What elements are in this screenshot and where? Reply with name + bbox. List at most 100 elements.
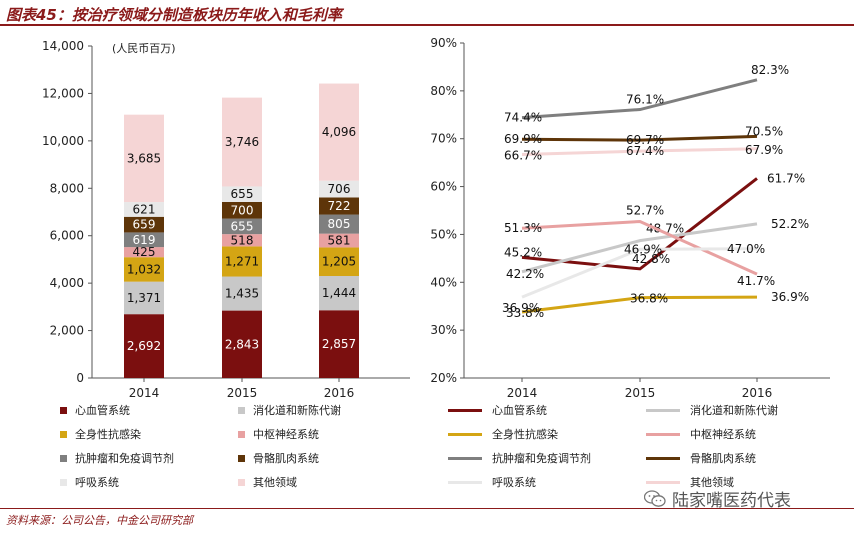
legend-label: 抗肿瘤和免疫调节剂: [75, 452, 174, 465]
source-note: 资料来源：公司公告，中金公司研究部: [6, 514, 193, 527]
bar-legend-item-digestive: 消化道和新陈代谢: [238, 402, 341, 418]
line-legend-item-respiratory: 呼吸系统: [448, 474, 536, 490]
legend-label: 骨骼肌肉系统: [253, 452, 319, 465]
y-tick-label: 20%: [430, 371, 457, 385]
line-label-digestive: 42.2%: [506, 267, 544, 281]
line-label-cns: 41.7%: [737, 274, 775, 288]
line-label-digestive: 52.2%: [771, 217, 809, 231]
y-tick-label: 8,000: [50, 181, 84, 195]
line-legend-item-digestive: 消化道和新陈代谢: [646, 402, 778, 418]
y-tick-label: 40%: [430, 275, 457, 289]
x-tick-label: 2016: [324, 386, 355, 400]
bar-segment-anti_infect: [222, 246, 262, 277]
bar-segment-anti_infect: [124, 257, 164, 282]
line-series-respiratory: [521, 247, 758, 299]
title-rule: [0, 24, 854, 26]
legend-label: 骨骼肌肉系统: [690, 452, 756, 465]
bar-label-cardio: 2,692: [127, 339, 161, 353]
bar-segment-anti_infect: [319, 247, 359, 277]
line-label-respiratory: 46.9%: [624, 242, 662, 256]
y-tick-label: 60%: [430, 180, 457, 194]
bar-segment-digestive: [124, 281, 164, 315]
line-label-other: 67.9%: [745, 143, 783, 157]
bar-segment-cardio: [319, 310, 359, 378]
legend-swatch: [238, 478, 245, 486]
legend-swatch: [60, 454, 67, 462]
line-legend-item-other: 其他领域: [646, 474, 734, 490]
bar-legend: 心血管系统 消化道和新陈代谢全身性抗感染 中枢神经系统抗肿瘤和免疫调节剂 骨骼肌肉系统…: [60, 402, 420, 502]
line-legend-item-cns: 中枢神经系统: [646, 426, 756, 442]
line-label-other: 66.7%: [504, 149, 542, 163]
bar-label-musculo: 722: [328, 199, 351, 213]
legend-label: 心血管系统: [75, 404, 130, 417]
bar-label-musculo: 700: [231, 203, 254, 217]
bar-legend-item-oncology: 抗肿瘤和免疫调节剂: [60, 450, 174, 466]
bar-label-anti_infect: 1,205: [322, 255, 356, 269]
legend-label: 消化道和新陈代谢: [690, 404, 778, 417]
bar-legend-item-anti_infect: 全身性抗感染: [60, 426, 141, 442]
bar-label-anti_infect: 1,032: [127, 262, 161, 276]
line-label-anti_infect: 36.8%: [630, 292, 668, 306]
line-series-other: [521, 147, 758, 157]
bar-legend-item-other: 其他领域: [238, 474, 297, 490]
line-series-cns: [521, 219, 758, 276]
footer-rule: [0, 508, 854, 509]
bar-segment-oncology: [222, 218, 262, 235]
legend-swatch: [238, 430, 245, 438]
legend-label: 全身性抗感染: [75, 428, 141, 441]
legend-swatch: [238, 454, 245, 462]
bar-label-cardio: 2,843: [225, 337, 259, 351]
bar-label-cns: 581: [328, 234, 351, 248]
line-label-digestive: 48.7%: [646, 222, 684, 236]
legend-line: [646, 408, 680, 412]
bar-segment-cardio: [222, 310, 262, 378]
bar-label-cns: 425: [133, 245, 156, 259]
y-tick-label: 80%: [430, 84, 457, 98]
legend-label: 呼吸系统: [492, 476, 536, 489]
unit-label: (人民币百万): [112, 42, 176, 55]
bar-segment-cardio: [124, 314, 164, 378]
line-label-cardio: 42.8%: [632, 252, 670, 266]
legend-line: [448, 408, 482, 412]
x-tick-label: 2015: [227, 386, 258, 400]
bar-legend-item-cardio: 心血管系统: [60, 402, 130, 418]
bar-label-oncology: 805: [328, 217, 351, 231]
watermark-text: 陆家嘴医药代表: [672, 491, 791, 511]
x-tick-label: 2016: [742, 386, 773, 400]
legend-line: [646, 432, 680, 436]
legend-label: 全身性抗感染: [492, 428, 558, 441]
y-tick-label: 50%: [430, 227, 457, 241]
legend-label: 呼吸系统: [75, 476, 119, 489]
legend-line: [646, 456, 680, 460]
bar-label-digestive: 1,371: [127, 291, 161, 305]
bar-label-digestive: 1,435: [225, 287, 259, 301]
bar-label-respiratory: 655: [231, 187, 254, 201]
legend-swatch: [60, 406, 67, 414]
bar-legend-item-musculo: 骨骼肌肉系统: [238, 450, 319, 466]
bar-segment-oncology: [124, 232, 164, 248]
bar-segment-cns: [222, 234, 262, 247]
x-tick-label: 2014: [507, 386, 538, 400]
legend-label: 其他领域: [253, 476, 297, 489]
legend-label: 中枢神经系统: [253, 428, 319, 441]
y-tick-label: 4,000: [50, 276, 84, 290]
legend-line: [646, 480, 680, 484]
y-tick-label: 0: [76, 371, 84, 385]
legend-label: 其他领域: [690, 476, 734, 489]
legend-swatch: [60, 430, 67, 438]
bar-segment-respiratory: [319, 180, 359, 198]
bar-segment-other: [319, 83, 359, 181]
line-label-musculo: 70.5%: [745, 124, 783, 138]
line-label-cns: 51.3%: [504, 221, 542, 235]
y-tick-label: 30%: [430, 323, 457, 337]
y-tick-label: 2,000: [50, 324, 84, 338]
bar-segment-digestive: [222, 276, 262, 311]
bar-label-oncology: 655: [231, 219, 254, 233]
y-tick-label: 14,000: [42, 39, 84, 53]
line-label-musculo: 69.9%: [504, 132, 542, 146]
line-label-oncology: 82.3%: [751, 63, 789, 77]
bar-label-cardio: 2,857: [322, 337, 356, 351]
y-tick-label: 90%: [430, 36, 457, 50]
bar-segment-musculo: [222, 201, 262, 219]
legend-label: 中枢神经系统: [690, 428, 756, 441]
